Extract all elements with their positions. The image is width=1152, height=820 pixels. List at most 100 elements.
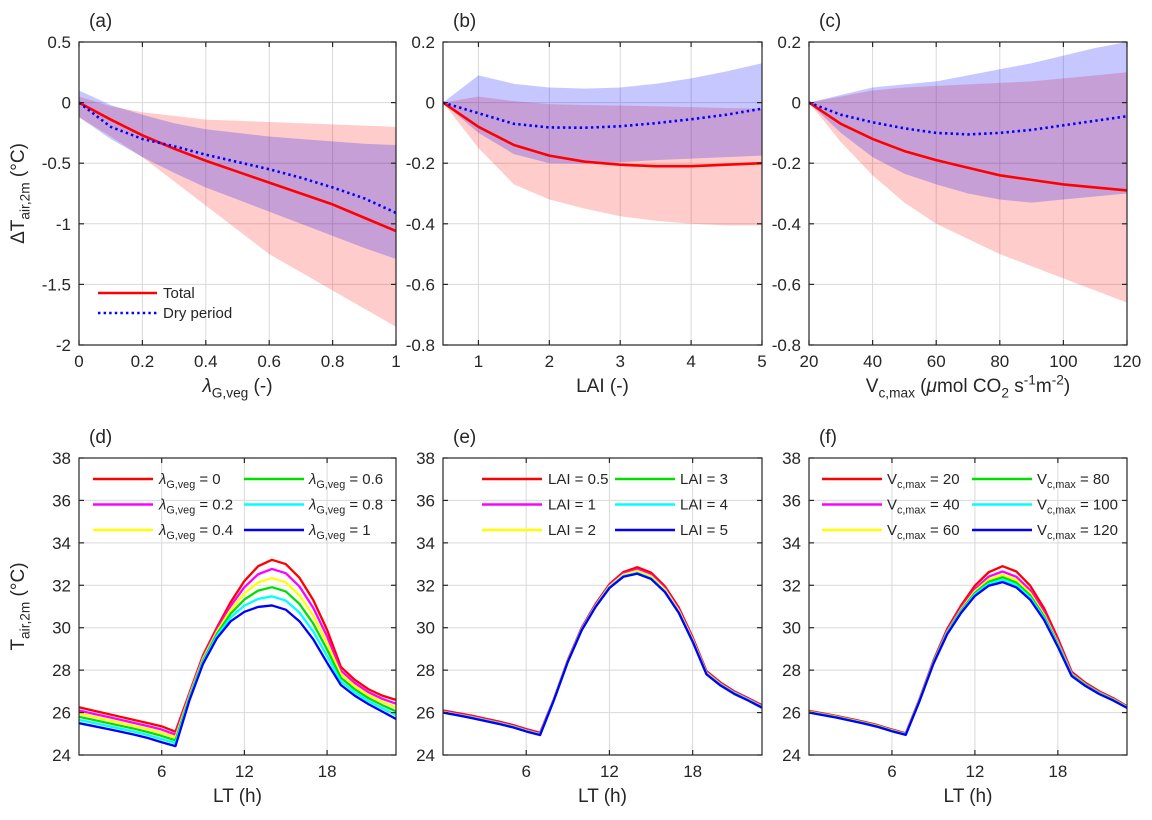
panel-f-ytick-label: 28 — [782, 661, 801, 680]
panel-b-series-total — [443, 101, 762, 168]
panel-e-plotarea — [443, 566, 762, 737]
panel-c-xtick-label: 100 — [1049, 352, 1077, 371]
panel-a-ytick-label: -0.5 — [42, 154, 71, 173]
panel-f-xlabel: LT (h) — [944, 786, 993, 807]
panel-c-ytick-label: 0.2 — [777, 33, 801, 52]
panel-a-ytick-label: 0 — [62, 94, 71, 113]
panel-e-series-lai-1 — [443, 568, 762, 735]
panel-c-xtick-label: 40 — [863, 352, 882, 371]
panel-a-legend: Total Dry period — [98, 285, 232, 322]
legend-label-lai-5: LAI = 5 — [680, 522, 728, 539]
panel-a-band-dry-period-uncertainty — [79, 90, 396, 259]
panel-a-ytick-label: 0.5 — [47, 33, 71, 52]
panel-b-ytick-label: -0.8 — [406, 336, 435, 355]
panel-f-ytick-label: 34 — [782, 534, 801, 553]
panel-e-ytick-label: 24 — [416, 746, 435, 765]
panel-d-ytick-label: 26 — [52, 704, 71, 723]
legend-label-lambda-0.4: λG,veg = 0.4 — [158, 522, 233, 542]
panel-e-xtick-label: 18 — [683, 762, 702, 781]
panel-a-title: (a) — [89, 11, 112, 32]
panel-d-ytick-label: 28 — [52, 661, 71, 680]
panel-b-band-total-uncertainty — [443, 96, 762, 226]
legend-label-vcmax-120: Vc,max = 120 — [1037, 522, 1118, 542]
panel-a-xtick-label: 0.6 — [257, 352, 281, 371]
panel-b-xtick-label: 1 — [474, 352, 483, 371]
panel-e-ytick-label: 30 — [416, 619, 435, 638]
panel-a-series-total — [79, 101, 396, 233]
panel-f-xtick-label: 6 — [887, 762, 896, 781]
panel-a-ytick-label: -1 — [56, 215, 71, 234]
panel-c-ytick-label: -0.8 — [772, 336, 801, 355]
panel-f-series-vcmax-120 — [809, 580, 1127, 736]
panel-c: 20 40 60 80 100 120 0.2 0 -0.2 -0.4 -0.6 -0.8 (c) Vc,… — [772, 11, 1141, 400]
panel-f: 6 12 18 24 26 28 30 32 34 36 38 (f) LT (h) Vc,max = 2… — [782, 427, 1128, 807]
legend-label-lambda-0.8: λG,veg = 0.8 — [308, 497, 383, 517]
panel-e-ytick-label: 34 — [416, 534, 435, 553]
panel-d-plotarea — [79, 558, 396, 748]
panel-b-ytick-label: -0.2 — [406, 154, 435, 173]
panel-e-xtick-label: 12 — [600, 762, 619, 781]
panel-d-ticks — [79, 457, 396, 756]
legend-label-total: Total — [163, 285, 195, 302]
legend-label-vcmax-80: Vc,max = 80 — [1037, 471, 1110, 491]
panel-e-title: (e) — [453, 427, 476, 448]
panel-d-legend: λG,veg = 0 λG,veg = 0.2 λG,veg = 0.4 λG,veg… — [93, 471, 383, 542]
panel-d-ytick-label: 24 — [52, 746, 71, 765]
panel-a-series-dry-period — [79, 101, 396, 215]
panel-d-title: (d) — [89, 427, 112, 448]
panel-e-ytick-label: 32 — [416, 576, 435, 595]
panel-e-ytick-label: 26 — [416, 704, 435, 723]
panel-d-ylabel: Tair,2m (°C) — [8, 562, 32, 650]
panel-d-xtick-label: 18 — [318, 762, 337, 781]
legend-label-lambda-1: λG,veg = 1 — [308, 522, 371, 542]
panel-b-xtick-label: 4 — [686, 352, 695, 371]
panel-c-ytick-label: 0 — [792, 94, 801, 113]
legend-label-lambda-0.6: λG,veg = 0.6 — [308, 471, 383, 491]
panel-c-ytick-label: -0.4 — [772, 215, 801, 234]
panel-d-xtick-label: 12 — [235, 762, 254, 781]
panel-c-xtick-label: 120 — [1113, 352, 1141, 371]
panel-d-axes-box — [78, 457, 397, 756]
panel-a-plotarea — [79, 90, 396, 327]
panel-c-plotarea — [809, 42, 1127, 303]
panel-d: 6 12 18 24 26 28 30 32 34 36 38 (d) LT (h) Tair,2m (°… — [8, 427, 397, 807]
panel-c-ytick-label: -0.2 — [772, 154, 801, 173]
panel-f-plotarea — [809, 565, 1127, 736]
panel-b-plotarea — [443, 63, 762, 226]
panel-a-xtick-label: 0.8 — [321, 352, 345, 371]
panel-b-ytick-label: -0.6 — [406, 275, 435, 294]
panel-b-ticks — [443, 41, 763, 346]
legend-label-vcmax-20: Vc,max = 20 — [887, 471, 960, 491]
panel-a-xtick-label: 0.2 — [131, 352, 155, 371]
panel-f-ytick-label: 24 — [782, 746, 801, 765]
panel-d-series-lambda-0 — [79, 558, 396, 733]
panel-e-xlabel: LT (h) — [578, 786, 627, 807]
panel-f-ytick-label: 30 — [782, 619, 801, 638]
panel-b-band-dry-period-uncertainty — [443, 63, 762, 164]
panel-c-series-dry-period — [809, 101, 1127, 136]
panel-a-xtick-label: 0.4 — [194, 352, 218, 371]
panel-f-xtick-label: 18 — [1048, 762, 1067, 781]
panel-d-series-lambda-0.2 — [79, 567, 396, 736]
panel-e-series-lai-5 — [443, 572, 762, 737]
panel-a-xtick-label: 1 — [391, 352, 400, 371]
panel-b-xtick-label: 2 — [545, 352, 554, 371]
panel-c-xtick-label: 60 — [927, 352, 946, 371]
panel-a-ytick-label: -2 — [56, 336, 71, 355]
panel-c-band-dry-period-uncertainty — [809, 42, 1127, 203]
panel-b-ytick-label: 0.2 — [411, 33, 435, 52]
panel-a: 0 0.2 0.4 0.6 0.8 1 0.5 0 -0.5 -1 -1.5 -2 (a) λG,veg … — [8, 11, 401, 400]
panel-b-ytick-label: 0 — [426, 94, 435, 113]
panel-f-ytick-label: 36 — [782, 491, 801, 510]
legend-label-dry-period: Dry period — [163, 305, 232, 322]
panel-c-axes-box — [808, 41, 1128, 346]
legend-label-lai-0.5: LAI = 0.5 — [548, 471, 608, 488]
panel-c-xlabel: Vc,max (μmol CO2 s-1m-2) — [866, 372, 1070, 400]
panel-f-ytick-label: 26 — [782, 704, 801, 723]
panel-e-axes-box — [442, 457, 763, 756]
panel-d-ytick-label: 32 — [52, 576, 71, 595]
panel-e-ytick-label: 38 — [416, 449, 435, 468]
